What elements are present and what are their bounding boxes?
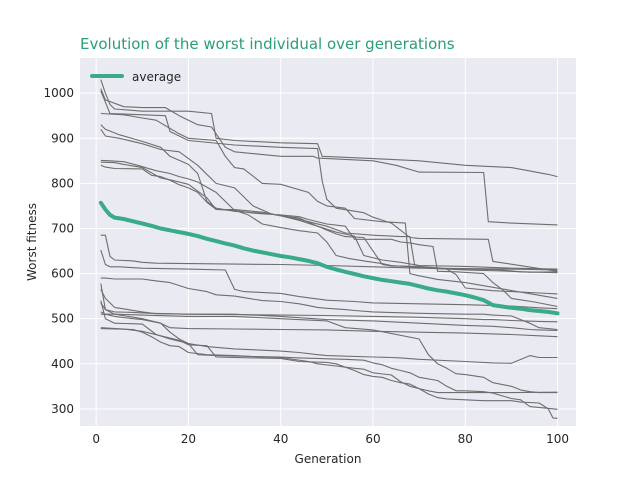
average-series-group (98, 200, 560, 316)
y-tick-label: 600 (51, 267, 74, 281)
y-tick-label: 500 (51, 312, 74, 326)
run-series-line-1 (100, 79, 558, 178)
run-series-line-8 (100, 164, 558, 274)
chart-title: Evolution of the worst individual over g… (80, 35, 455, 53)
grid (80, 58, 576, 426)
y-tick-label: 400 (51, 357, 74, 371)
run-series-line-9 (100, 159, 558, 295)
x-tick-label: 100 (546, 432, 569, 446)
legend-average-label: average (132, 70, 181, 84)
average-series-line (98, 200, 560, 316)
x-tick-label: 40 (273, 432, 288, 446)
x-tick-label: 60 (365, 432, 380, 446)
run-series-line-19 (100, 313, 558, 394)
y-tick-label: 800 (51, 176, 74, 190)
x-tick-label: 80 (458, 432, 473, 446)
run-series-line-11 (100, 249, 558, 310)
x-axis-label: Generation (295, 452, 362, 466)
x-tick-label: 0 (92, 432, 100, 446)
legend: average (90, 70, 181, 84)
run-series-group (100, 79, 558, 419)
run-series-line-17 (100, 311, 558, 410)
y-tick-label: 700 (51, 221, 74, 235)
run-series-line-10 (100, 234, 558, 271)
run-series-line-12 (100, 277, 558, 331)
run-series-line-14 (100, 289, 558, 331)
y-tick-labels: 300 400 500 600 700 800 900 1000 (43, 86, 74, 416)
run-series-line-3 (100, 88, 558, 226)
run-series-line-20 (100, 327, 558, 394)
plot-area (80, 58, 576, 426)
run-series-line-2 (100, 90, 558, 272)
run-series-line-4 (100, 112, 558, 299)
x-tick-labels: 0 20 40 60 80 100 (92, 432, 569, 446)
x-tick-label: 20 (181, 432, 196, 446)
run-series-line-16 (100, 302, 558, 338)
y-tick-label: 900 (51, 131, 74, 145)
y-axis-label: Worst fitness (25, 203, 39, 281)
y-tick-label: 300 (51, 402, 74, 416)
run-series-line-18 (100, 328, 558, 419)
y-tick-label: 1000 (43, 86, 74, 100)
run-series-line-13 (100, 283, 558, 323)
run-series-line-15 (100, 300, 558, 364)
